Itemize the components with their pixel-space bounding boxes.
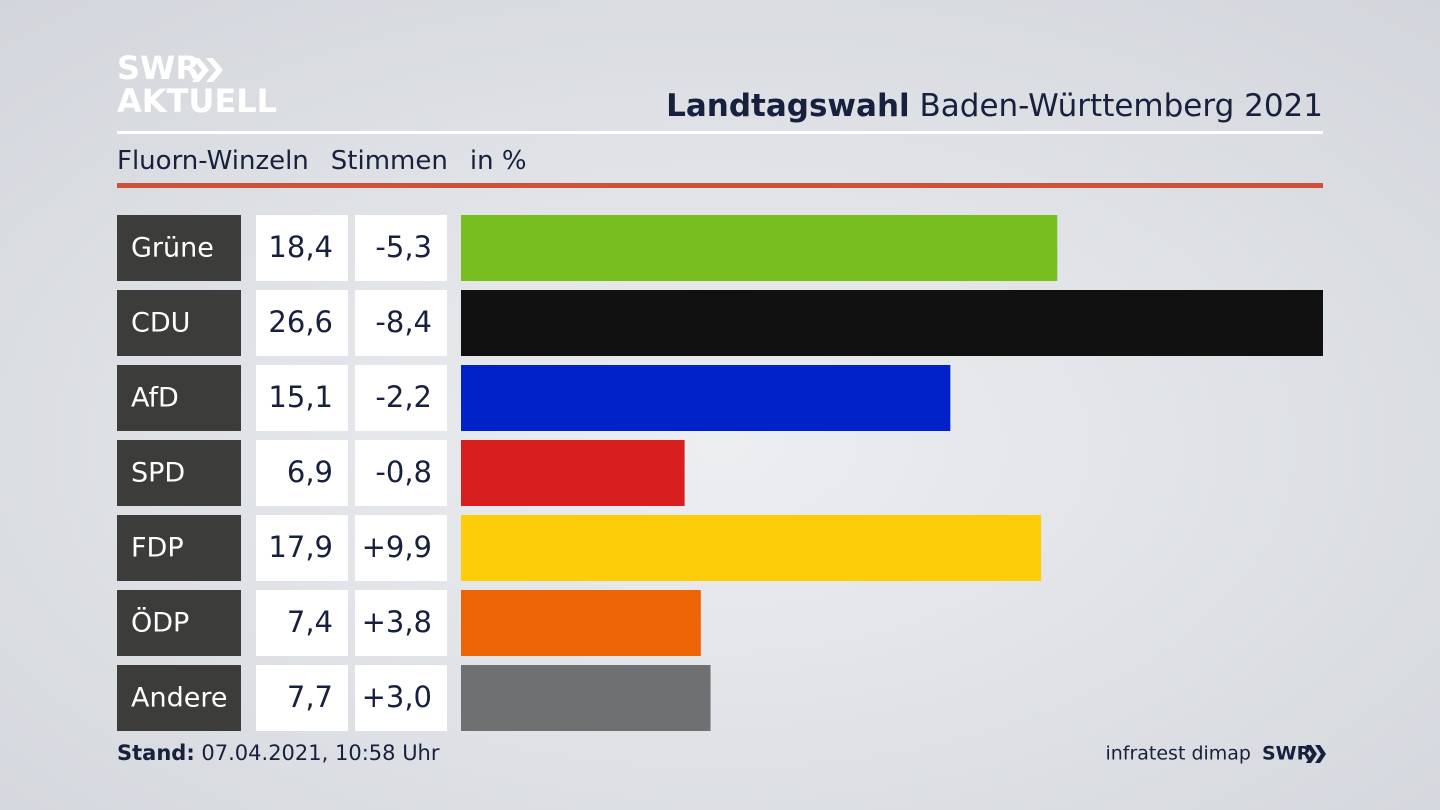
party-box [117, 665, 241, 731]
value-box [256, 290, 348, 356]
value-label: 26,6 [268, 305, 333, 339]
value-box [256, 590, 348, 656]
unit: in % [470, 146, 527, 176]
party-box [117, 365, 241, 431]
value-box [256, 215, 348, 281]
party-name: Andere [131, 683, 227, 714]
value-label: 17,9 [268, 530, 333, 564]
bar [461, 665, 711, 731]
value-label: 7,4 [287, 605, 333, 639]
logo-swr: SWR [117, 49, 200, 87]
bar [461, 365, 951, 431]
party-box [117, 440, 241, 506]
subtitle: Fluorn-Winzeln Stimmen in % [117, 146, 527, 176]
footer-source: infratest dimap [1105, 743, 1251, 765]
value-box [256, 515, 348, 581]
bar [461, 590, 701, 656]
change-label: -8,4 [375, 305, 432, 339]
stand-label: Stand: [117, 741, 195, 765]
party-name: AfD [131, 383, 179, 414]
party-box [117, 515, 241, 581]
party-name: ÖDP [131, 607, 189, 639]
change-label: +9,9 [362, 530, 432, 564]
change-label: -5,3 [375, 230, 432, 264]
change-box [355, 290, 447, 356]
value-box [256, 440, 348, 506]
footer-chevrons [1306, 745, 1326, 763]
change-box [355, 365, 447, 431]
footer-stand: Stand: 07.04.2021, 10:58 Uhr [117, 741, 440, 765]
bar [461, 215, 1058, 281]
change-label: -2,2 [375, 380, 432, 414]
change-box [355, 665, 447, 731]
measure: Stimmen [331, 146, 448, 176]
stand-date: 07.04.2021, 10:58 Uhr [201, 741, 439, 765]
title-rest: Baden-Württemberg 2021 [920, 88, 1323, 124]
footer-brand: SWR [1262, 743, 1312, 765]
value-label: 18,4 [268, 230, 333, 264]
value-label: 7,7 [287, 680, 333, 714]
change-box [355, 215, 447, 281]
accent-rule [117, 183, 1323, 188]
bar [461, 290, 1323, 356]
value-label: 6,9 [287, 455, 333, 489]
header-rule [117, 131, 1323, 134]
value-label: 15,1 [268, 380, 333, 414]
change-box [355, 590, 447, 656]
title-bold: Landtagswahl [666, 88, 910, 124]
party-box [117, 290, 241, 356]
value-box [256, 365, 348, 431]
logo-chevrons [192, 58, 223, 82]
party-box [117, 215, 241, 281]
change-label: -0,8 [375, 455, 432, 489]
change-box [355, 515, 447, 581]
chart-title: Landtagswahl Baden-Württemberg 2021 [666, 88, 1323, 124]
bar [461, 440, 685, 506]
change-label: +3,0 [362, 680, 432, 714]
party-name: CDU [131, 308, 190, 339]
rows: Grüne 18,4 -5,3 CDU 26,6 -8,4 AfD 15,1 -2,2 SPD 6,… [117, 215, 1323, 731]
change-label: +3,8 [362, 605, 432, 639]
party-name: FDP [131, 533, 184, 564]
value-box [256, 665, 348, 731]
party-name: Grüne [131, 233, 214, 264]
party-box [117, 590, 241, 656]
logo-aktuell: AKTUELL [117, 82, 277, 120]
change-box [355, 440, 447, 506]
party-name: SPD [131, 458, 185, 489]
bar [461, 515, 1042, 581]
location: Fluorn-Winzeln [117, 146, 309, 176]
